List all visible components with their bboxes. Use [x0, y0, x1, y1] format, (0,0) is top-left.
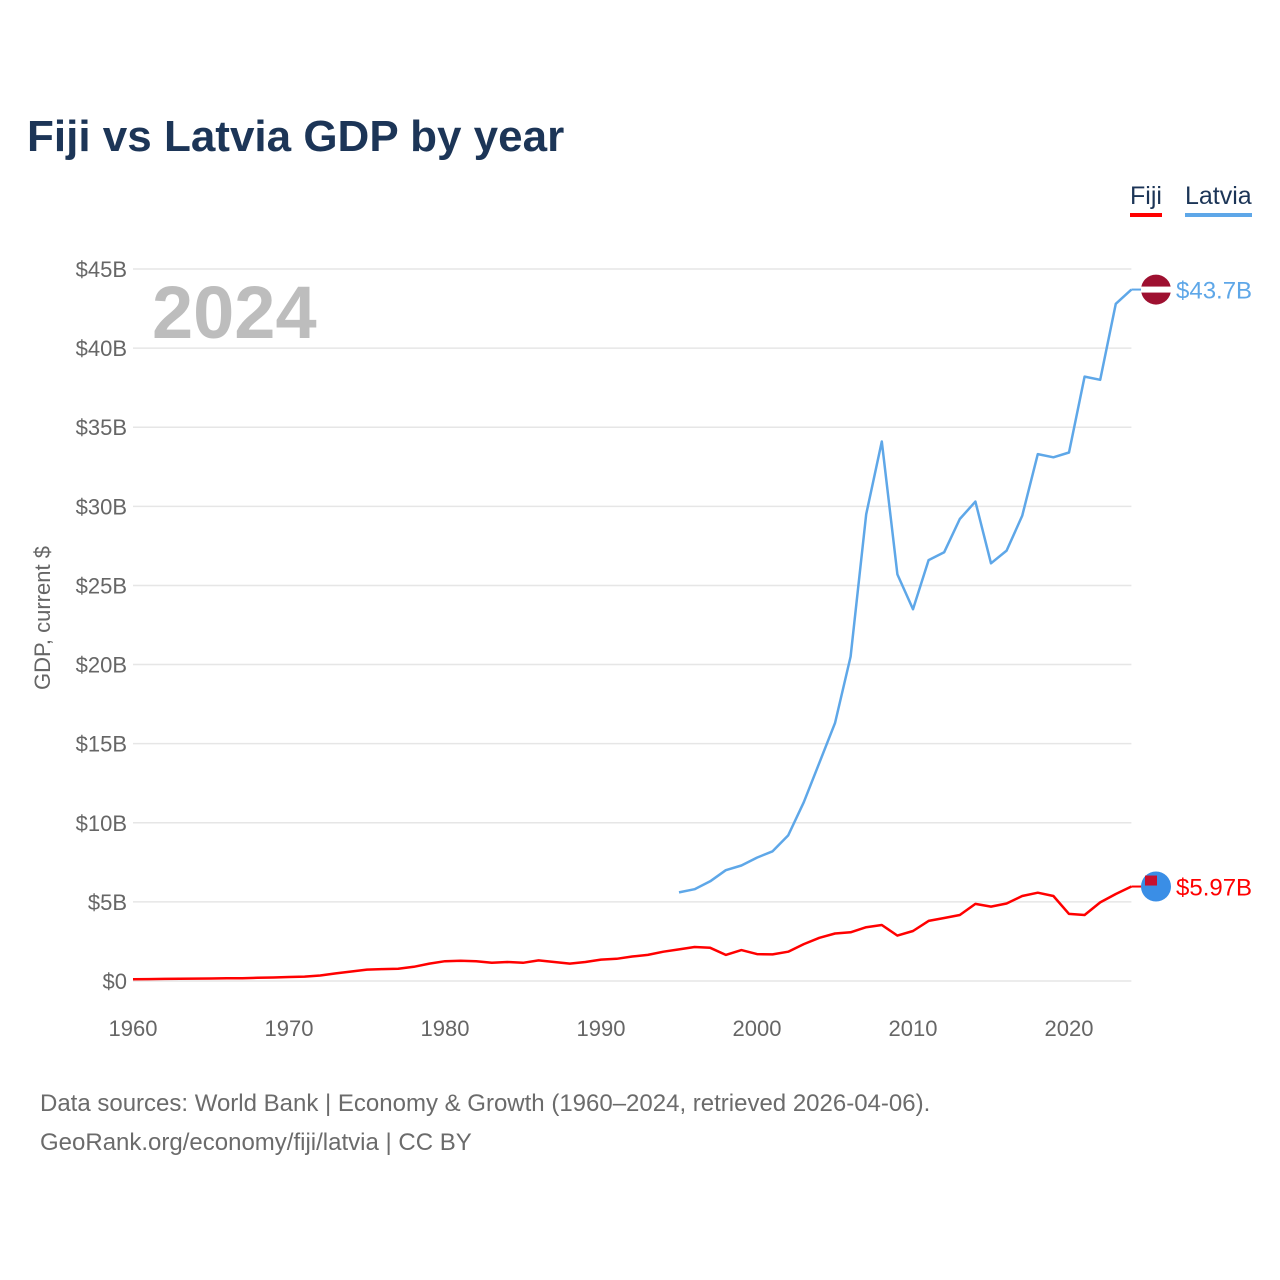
source-note: Data sources: World Bank | Economy & Gro…	[40, 1084, 930, 1162]
x-tick-label: 2000	[733, 1016, 782, 1041]
legend-item-latvia[interactable]: Latvia	[1185, 182, 1252, 217]
y-tick-label: $30B	[76, 494, 127, 519]
end-value-label-latvia: $43.7B	[1176, 278, 1252, 305]
y-tick-label: $45B	[76, 257, 127, 282]
y-tick-label: $20B	[76, 653, 127, 678]
x-tick-label: 2010	[889, 1016, 938, 1041]
x-tick-label: 2020	[1045, 1016, 1094, 1041]
x-tick-label: 1980	[421, 1016, 470, 1041]
x-tick-label: 1960	[109, 1016, 158, 1041]
x-tick-label: 1990	[577, 1016, 626, 1041]
y-tick-label: $40B	[76, 336, 127, 361]
legend-item-fiji[interactable]: Fiji	[1130, 182, 1162, 217]
y-tick-label: $0	[103, 969, 127, 994]
flag-stripe	[1141, 286, 1171, 293]
flag-canton	[1145, 875, 1157, 886]
x-tick-label: 1970	[265, 1016, 314, 1041]
y-tick-label: $35B	[76, 415, 127, 440]
y-tick-label: $10B	[76, 811, 127, 836]
y-tick-label: $25B	[76, 573, 127, 598]
y-tick-label: $15B	[76, 732, 127, 757]
source-line: Data sources: World Bank | Economy & Gro…	[40, 1090, 931, 1117]
series-line-latvia	[678, 288, 1133, 894]
series-line-fiji	[132, 885, 1132, 981]
y-tick-label: $5B	[88, 890, 127, 915]
year-label: 2024	[152, 271, 317, 354]
y-axis-label: GDP, current $	[30, 546, 55, 690]
end-value-label-fiji: $5.97B	[1176, 875, 1252, 902]
source-link[interactable]: GeoRank.org/economy/fiji/latvia | CC BY	[40, 1129, 472, 1156]
chart-title: Fiji vs Latvia GDP by year	[27, 112, 565, 161]
